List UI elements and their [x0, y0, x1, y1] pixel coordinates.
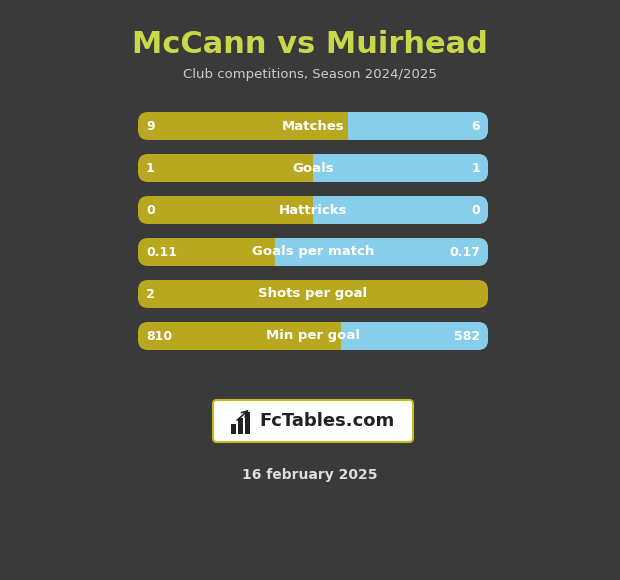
- Bar: [348, 112, 363, 140]
- Text: FcTables.com: FcTables.com: [259, 412, 394, 430]
- FancyBboxPatch shape: [341, 322, 488, 350]
- Bar: [313, 196, 328, 224]
- Bar: [275, 238, 290, 266]
- Text: 1: 1: [471, 161, 480, 175]
- Text: 1: 1: [146, 161, 155, 175]
- FancyBboxPatch shape: [138, 112, 488, 140]
- FancyBboxPatch shape: [275, 238, 488, 266]
- FancyBboxPatch shape: [213, 400, 413, 442]
- Text: Goals: Goals: [292, 161, 334, 175]
- Text: Club competitions, Season 2024/2025: Club competitions, Season 2024/2025: [183, 68, 437, 81]
- FancyBboxPatch shape: [138, 322, 488, 350]
- Bar: [238, 418, 243, 434]
- Text: 2: 2: [146, 288, 155, 300]
- Text: Goals per match: Goals per match: [252, 245, 374, 259]
- FancyBboxPatch shape: [313, 154, 488, 182]
- Text: 16 february 2025: 16 february 2025: [242, 468, 378, 482]
- Text: 0.11: 0.11: [146, 245, 177, 259]
- Bar: [313, 154, 328, 182]
- Text: Min per goal: Min per goal: [266, 329, 360, 343]
- Text: 0: 0: [471, 204, 480, 216]
- Text: Shots per goal: Shots per goal: [259, 288, 368, 300]
- Text: Matches: Matches: [281, 119, 344, 132]
- Text: McCann vs Muirhead: McCann vs Muirhead: [132, 30, 488, 59]
- FancyBboxPatch shape: [348, 112, 488, 140]
- FancyBboxPatch shape: [138, 280, 488, 308]
- Text: Hattricks: Hattricks: [279, 204, 347, 216]
- Text: 0.17: 0.17: [449, 245, 480, 259]
- FancyBboxPatch shape: [138, 196, 488, 224]
- Bar: [231, 424, 236, 434]
- Text: 6: 6: [471, 119, 480, 132]
- FancyBboxPatch shape: [138, 238, 488, 266]
- Bar: [341, 322, 356, 350]
- Text: 582: 582: [454, 329, 480, 343]
- FancyBboxPatch shape: [138, 154, 488, 182]
- Text: 810: 810: [146, 329, 172, 343]
- Bar: [245, 412, 250, 434]
- Text: 9: 9: [146, 119, 154, 132]
- FancyBboxPatch shape: [313, 196, 488, 224]
- Text: 0: 0: [146, 204, 155, 216]
